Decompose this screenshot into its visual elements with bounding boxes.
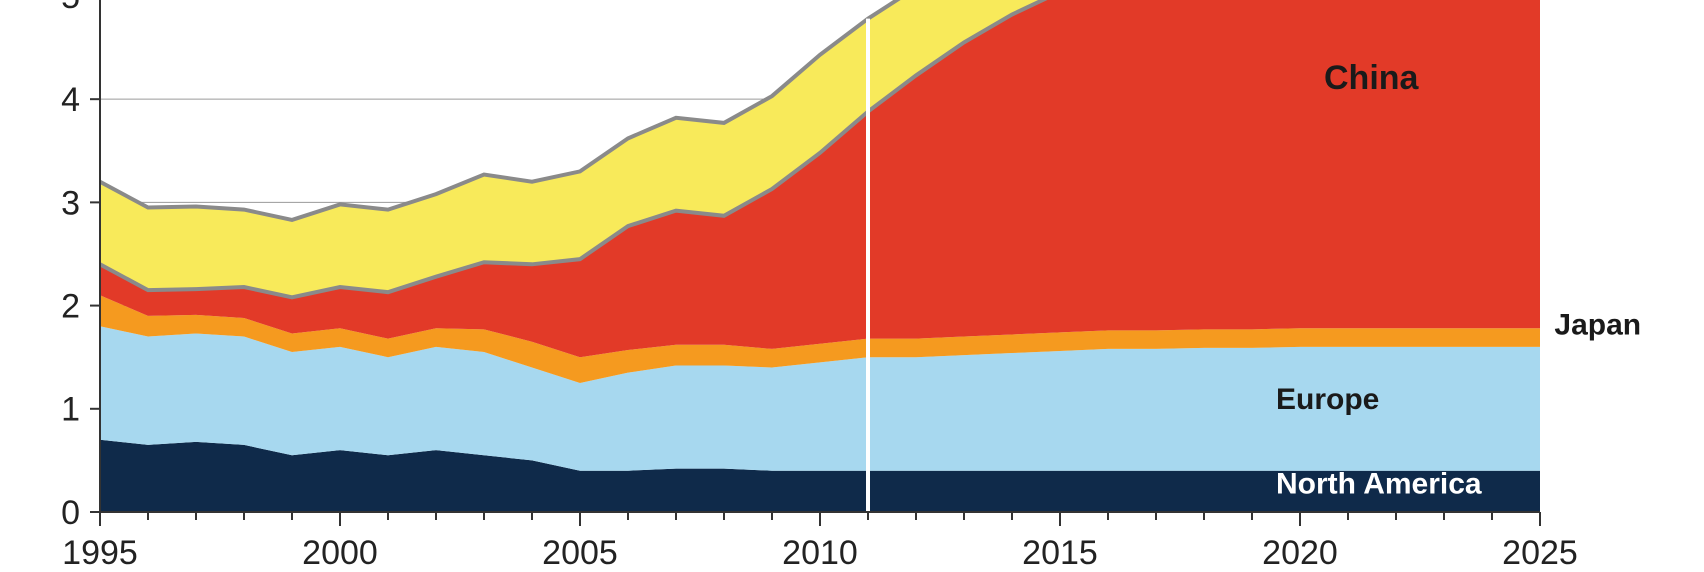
- x-tick-label: 2010: [782, 534, 858, 572]
- x-tick-label: 1995: [62, 534, 138, 572]
- series-label-china: China: [1324, 59, 1420, 97]
- y-tick-label: 0: [61, 494, 80, 532]
- x-tick-label: 2000: [302, 534, 378, 572]
- x-tick-label: 2015: [1022, 534, 1098, 572]
- chart-svg: 1995 2000 2005 2010 2015 2020 2025 0 1 2 3 4 5 North …: [0, 0, 1704, 572]
- x-tick-label: 2020: [1262, 534, 1338, 572]
- y-tick-label: 3: [61, 184, 80, 222]
- x-tick-label: 2025: [1502, 534, 1578, 572]
- y-tick-label: 5: [61, 0, 80, 16]
- stacked-area-chart: 1995 2000 2005 2010 2015 2020 2025 0 1 2 3 4 5 North …: [0, 0, 1704, 572]
- series-label-north_america: North America: [1276, 467, 1482, 500]
- series-label-europe: Europe: [1276, 383, 1379, 416]
- y-tick-label: 2: [61, 287, 80, 325]
- y-tick-label: 1: [61, 391, 80, 429]
- x-tick-label: 2005: [542, 534, 618, 572]
- y-tick-label: 4: [61, 81, 80, 119]
- series-label-japan: Japan: [1554, 308, 1641, 341]
